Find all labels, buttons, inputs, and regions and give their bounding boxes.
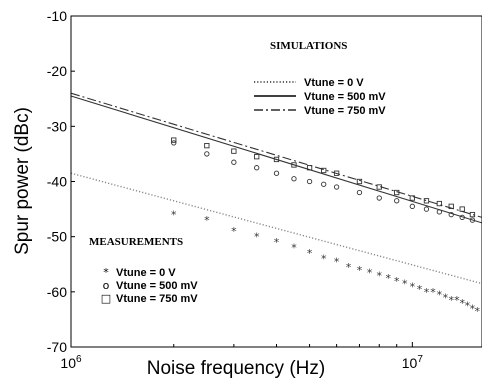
measurement-point-s0-8: * [334, 255, 340, 268]
simulation-line-2 [70, 92, 482, 218]
measurement-point-s0-26: * [470, 302, 476, 315]
measurement-point-s0-17: * [417, 283, 423, 296]
measurement-point-s0-13: * [385, 272, 391, 285]
measurements-legend-marker-1: o [103, 279, 110, 292]
measurements-legend-label-0: Vtune = 0 V [116, 267, 176, 279]
measurements-legend-marker-0: * [103, 266, 109, 279]
measurement-point-s0-0: * [171, 209, 177, 222]
measurement-point-s1-13 [423, 206, 430, 212]
measurement-point-s1-1 [204, 151, 210, 157]
measurement-point-s0-5: * [291, 242, 297, 255]
measurement-point-s1-9 [356, 189, 363, 196]
measurement-point-s0-18: * [424, 286, 430, 299]
measurement-point-s2-4 [273, 156, 280, 163]
measurement-point-s0-2: * [231, 225, 237, 238]
measurement-point-s2-6 [306, 165, 313, 171]
y-tick-label-4: -50 [47, 229, 67, 245]
measurements-legend-label-1: Vtune = 500 mV [116, 280, 198, 292]
measurement-point-s0-6: * [307, 247, 313, 260]
measurement-point-s2-10 [376, 184, 382, 190]
measurement-point-s1-12 [409, 203, 415, 209]
measurement-point-s2-16 [459, 206, 465, 212]
measurements-legend-marker-2: □ [101, 292, 111, 305]
measurement-point-s1-7 [321, 181, 327, 187]
simulation-line-0 [70, 172, 482, 285]
measurement-point-s2-2 [231, 148, 237, 154]
measurement-point-s0-16: * [410, 280, 416, 293]
simulations-title: SIMULATIONS [270, 40, 347, 52]
y-tick-label-5: -60 [47, 284, 67, 300]
measurement-point-s2-5 [291, 162, 297, 168]
y-tick-label-3: -40 [47, 174, 67, 190]
x-tick-label-1: 107 [402, 354, 424, 371]
measurement-point-s2-3 [254, 154, 260, 160]
measurement-point-s2-14 [436, 200, 443, 207]
measurement-point-s1-10 [376, 195, 382, 201]
measurement-point-s0-11: * [367, 267, 373, 280]
y-axis-title: Spur power (dBc) [12, 107, 33, 255]
measurement-point-s1-4 [273, 170, 280, 176]
measurement-point-s2-0 [171, 137, 177, 143]
measurement-point-s0-3: * [254, 231, 260, 244]
measurement-point-s1-11 [394, 198, 400, 204]
measurement-point-s1-6 [306, 178, 313, 185]
measurement-point-s2-17 [469, 211, 476, 218]
x-axis-ticks: 106 107 [60, 342, 423, 371]
measurements-legend-label-2: Vtune = 750 mV [116, 293, 198, 305]
measurement-point-s0-14: * [394, 275, 400, 288]
measurement-point-s0-19: * [430, 286, 436, 299]
measurements-legend-entries: * Vtune = 0 V o Vtune = 500 mV □ Vtune = 750 … [101, 266, 198, 305]
measurement-point-s0-21: * [443, 291, 449, 304]
measurement-point-s0-23: * [454, 294, 460, 307]
measurement-point-s0-25: * [465, 300, 471, 313]
measurement-point-s2-8 [333, 170, 340, 176]
measurement-point-s0-15: * [402, 278, 408, 291]
simulation-line-1 [70, 95, 482, 224]
measurement-point-s2-15 [448, 203, 454, 209]
y-tick-label-2: -30 [47, 118, 67, 134]
measurements-legend: MEASUREMENTS * Vtune = 0 V o Vtune = 500 mV… [89, 236, 198, 305]
measurement-point-s0-9: * [346, 261, 352, 274]
measurement-point-s0-7: * [321, 253, 327, 266]
measurement-point-s2-1 [204, 142, 210, 149]
y-tick-label-0: -10 [47, 8, 67, 24]
measurements-title: MEASUREMENTS [89, 236, 183, 248]
measurement-point-s1-16 [459, 214, 465, 221]
measurement-point-s0-27: * [475, 305, 481, 318]
measurement-point-s2-13 [423, 198, 430, 204]
measurement-point-s1-8 [333, 184, 340, 190]
measurement-point-s1-17 [469, 217, 476, 223]
simulations-legend-label-1: Vtune = 500 mV [304, 91, 386, 103]
measurement-point-s0-22: * [448, 294, 454, 307]
measurement-point-s1-0 [171, 140, 177, 146]
measurement-point-s0-24: * [459, 297, 465, 310]
measurement-point-s1-5 [291, 176, 297, 182]
simulations-legend-label-0: Vtune = 0 V [304, 77, 364, 89]
measurement-point-s0-1: * [204, 214, 210, 227]
measurement-point-s1-3 [254, 165, 260, 171]
measurement-points: * ** * * * * * * * * * * * * * * * * * * * * * * * * * [171, 137, 481, 318]
measurement-point-s2-12 [409, 195, 415, 201]
y-tick-label-1: -20 [47, 63, 67, 79]
measurement-point-s0-4: * [274, 236, 280, 249]
measurement-point-s2-7 [321, 167, 327, 174]
simulation-curves [70, 92, 482, 285]
simulations-legend-label-2: Vtune = 750 mV [304, 105, 386, 117]
measurement-point-s0-12: * [377, 269, 383, 282]
measurement-point-s0-10: * [357, 264, 363, 277]
y-axis-ticks: -10 -20 -30 -40 -50 -60 -70 [47, 8, 75, 355]
y-tick-label-6: -70 [47, 339, 67, 355]
measurement-point-s1-15 [448, 211, 454, 218]
measurement-point-s2-9 [356, 178, 363, 185]
measurement-point-s1-2 [231, 159, 237, 165]
measurement-point-s0-20: * [437, 289, 443, 302]
x-tick-label-0: 106 [60, 354, 82, 371]
measurement-point-s2-11 [394, 189, 400, 196]
measurement-point-s1-14 [436, 209, 443, 215]
simulations-legend-entries: Vtune = 0 V Vtune = 500 mV Vtune = 750 mV [254, 77, 386, 117]
x-axis-title: Noise frequency (Hz) [147, 358, 325, 379]
